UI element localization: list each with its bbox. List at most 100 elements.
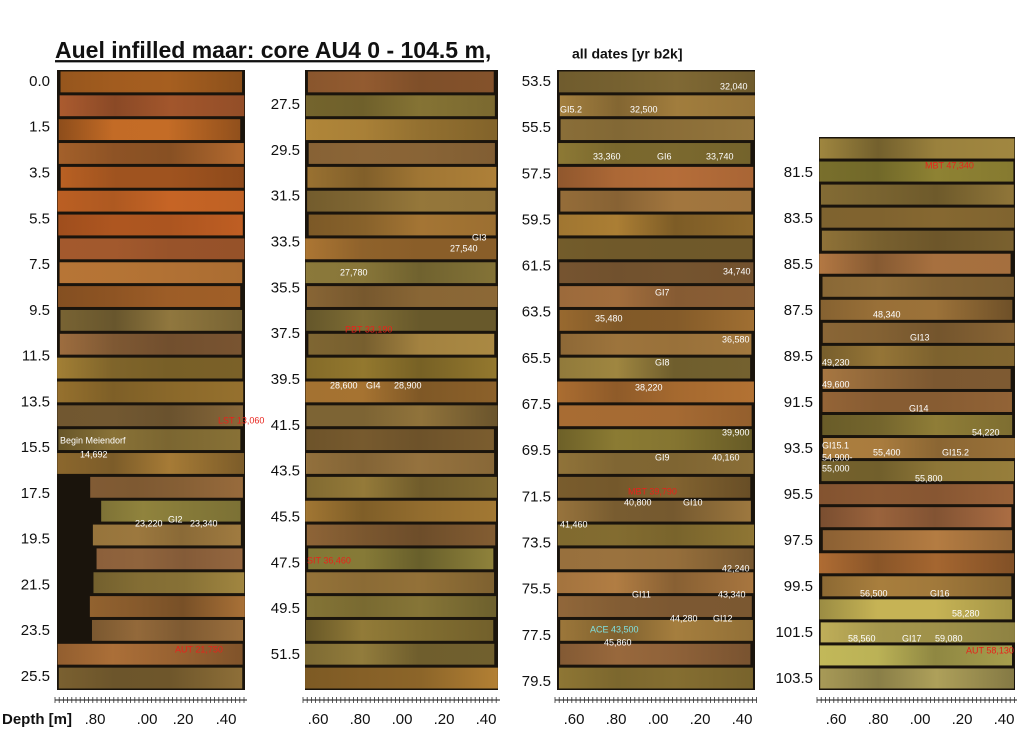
core-segment bbox=[96, 548, 243, 570]
core-segment bbox=[819, 484, 1014, 505]
annotation: 58,280 bbox=[952, 608, 980, 618]
core-column: 81.5 83.5 85.5 87.5 89.5 91.5 93.5 95.5 97.5 99.5… bbox=[775, 137, 1017, 728]
core-segment bbox=[306, 596, 497, 617]
depth-label: 9.5 bbox=[29, 302, 50, 319]
core-segment bbox=[822, 391, 1012, 412]
annotation: 55,000 bbox=[822, 463, 850, 473]
annotation: 40,160 bbox=[712, 452, 740, 462]
core-segment bbox=[306, 453, 495, 474]
core-segment bbox=[822, 276, 1014, 297]
annotation: 40,800 bbox=[624, 497, 652, 507]
annotation: 23,220 bbox=[135, 518, 163, 528]
scale-label: .20 bbox=[173, 711, 194, 728]
core-segment bbox=[57, 357, 243, 379]
annotation: AUT 58,130 bbox=[966, 645, 1014, 655]
core-segment bbox=[558, 596, 752, 617]
depth-label: 61.5 bbox=[522, 258, 551, 275]
depth-label: 45.5 bbox=[271, 508, 300, 525]
core-segment bbox=[558, 71, 755, 93]
core-segment bbox=[60, 71, 243, 93]
core-segment bbox=[59, 262, 243, 284]
core-segment bbox=[59, 333, 242, 355]
depth-label: 33.5 bbox=[271, 233, 300, 250]
core-segment bbox=[306, 524, 496, 546]
core-segment bbox=[557, 381, 754, 403]
depth-label: 71.5 bbox=[522, 488, 551, 505]
annotation: 41,460 bbox=[560, 519, 588, 529]
core-segment bbox=[558, 667, 753, 689]
core-segment bbox=[305, 500, 497, 522]
core-segment bbox=[820, 507, 1012, 528]
depth-label: 15.5 bbox=[21, 439, 50, 456]
annotation: GI16 bbox=[930, 588, 950, 598]
core-segment bbox=[557, 429, 752, 451]
depth-label: 69.5 bbox=[522, 442, 551, 459]
core-segment bbox=[821, 461, 1015, 482]
depth-label: 49.5 bbox=[271, 600, 300, 617]
core-segment bbox=[305, 95, 495, 117]
core-segment bbox=[306, 476, 497, 498]
depth-label: 93.5 bbox=[784, 440, 813, 457]
depth-label: 91.5 bbox=[784, 394, 813, 411]
depth-label: 11.5 bbox=[22, 348, 50, 365]
scale-label: .80 bbox=[606, 711, 627, 728]
annotation: LST 13,060 bbox=[218, 415, 264, 425]
depth-label: 47.5 bbox=[271, 554, 300, 571]
annotation: GI12 bbox=[713, 613, 733, 623]
core-segment bbox=[558, 214, 754, 236]
annotation: 38,220 bbox=[635, 382, 663, 392]
core-segment bbox=[819, 599, 1013, 620]
core-segment bbox=[557, 572, 754, 594]
title: Auel infilled maar: core AU4 0 - 104.5 m… bbox=[55, 37, 491, 63]
core-segment bbox=[305, 667, 498, 689]
core-segment bbox=[305, 119, 498, 141]
core-column: 0.0 1.5 3.5 5.5 7.5 9.5 11.5 13.5 15.5 17.5 19.5 21… bbox=[21, 70, 264, 728]
annotation: GI4 bbox=[366, 380, 381, 390]
core-segment bbox=[558, 453, 754, 474]
annotation: 36,580 bbox=[722, 334, 750, 344]
core-segment bbox=[58, 429, 241, 451]
depth-label: 57.5 bbox=[522, 165, 551, 182]
depth-label: 17.5 bbox=[21, 485, 50, 502]
core-segment bbox=[308, 214, 496, 236]
core-segment bbox=[58, 119, 241, 141]
depth-label: 81.5 bbox=[784, 164, 813, 181]
annotation: GI2 bbox=[168, 514, 183, 524]
core-segment bbox=[308, 333, 495, 355]
annotation: 49,230 bbox=[822, 357, 850, 367]
core-segment bbox=[57, 190, 244, 212]
core-segment bbox=[306, 309, 496, 331]
annotation: 28,600 bbox=[330, 380, 358, 390]
core-segment bbox=[57, 453, 245, 474]
annotation: 55,400 bbox=[873, 447, 901, 457]
depth-label: 41.5 bbox=[271, 417, 300, 434]
core-segment bbox=[819, 161, 1014, 182]
core-segment bbox=[557, 500, 751, 522]
annotation: 34,740 bbox=[723, 266, 751, 276]
core-segment bbox=[306, 405, 498, 427]
depth-label: 85.5 bbox=[784, 256, 813, 273]
depth-label: 31.5 bbox=[271, 188, 300, 205]
depth-label: 63.5 bbox=[522, 304, 551, 321]
core-segment bbox=[101, 500, 241, 522]
core-segment bbox=[559, 405, 752, 427]
core-segment bbox=[819, 553, 1015, 574]
depth-label: 87.5 bbox=[784, 302, 813, 319]
annotation: GI15.2 bbox=[942, 447, 969, 457]
scale-label: .00 bbox=[392, 711, 413, 728]
annotation: 27,540 bbox=[450, 243, 478, 253]
depth-label: 19.5 bbox=[21, 531, 50, 548]
annotation: 59,080 bbox=[935, 633, 963, 643]
annotation: GI11 bbox=[632, 589, 651, 599]
depth-label: 35.5 bbox=[271, 279, 300, 296]
core-segment bbox=[58, 286, 241, 307]
subtitle: all dates [yr b2k] bbox=[572, 46, 683, 62]
depth-label: 55.5 bbox=[522, 119, 551, 136]
scale-label: .00 bbox=[137, 711, 158, 728]
annotation: 32,040 bbox=[720, 81, 748, 91]
depth-label: 65.5 bbox=[522, 350, 551, 367]
annotation: 14,692 bbox=[80, 449, 108, 459]
annotation: 23,340 bbox=[190, 518, 218, 528]
core-segment bbox=[822, 368, 1011, 389]
core-segment bbox=[819, 253, 1011, 274]
